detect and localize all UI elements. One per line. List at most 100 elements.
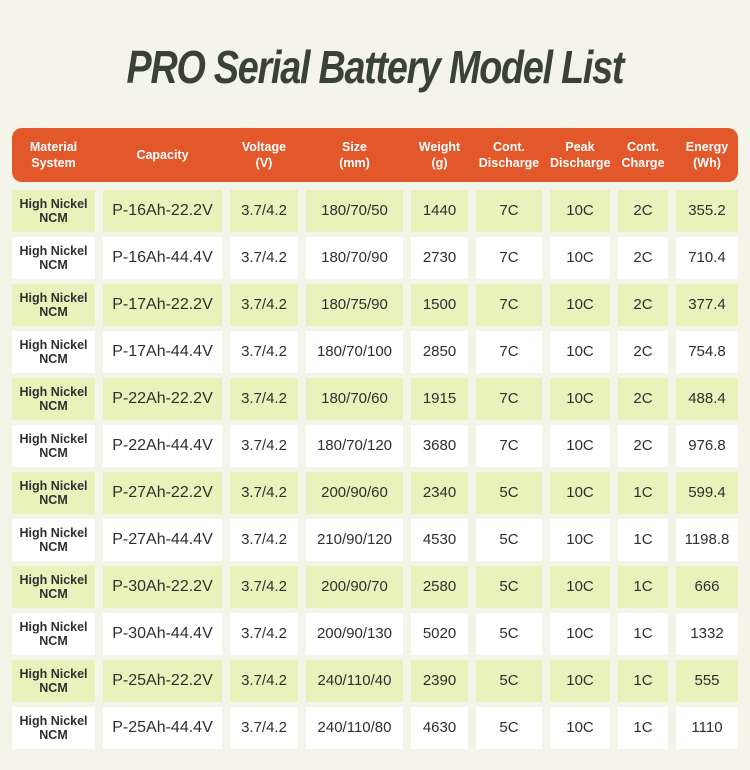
table-cell: 180/70/50: [306, 190, 403, 232]
table-cell: High Nickel NCM: [12, 472, 95, 514]
table-cell: 2730: [411, 237, 468, 279]
table-cell: 2580: [411, 566, 468, 608]
table-cell: 10C: [550, 190, 610, 232]
table-cell: 5C: [476, 613, 542, 655]
table-cell: High Nickel NCM: [12, 660, 95, 702]
table-cell: High Nickel NCM: [12, 378, 95, 420]
column-header: Capacity: [136, 147, 189, 162]
table-cell: 3.7/4.2: [230, 190, 298, 232]
table-cell: 1C: [618, 707, 668, 749]
table-cell: 2C: [618, 331, 668, 373]
table-cell: 180/70/120: [306, 425, 403, 467]
table-cell: 10C: [550, 660, 610, 702]
table-cell: P-17Ah-44.4V: [103, 331, 222, 373]
table-cell: P-25Ah-22.2V: [103, 660, 222, 702]
table-cell: 555: [676, 660, 738, 702]
column-header: Peak Discharge: [550, 139, 611, 170]
table-cell: 1110: [676, 707, 738, 749]
table-cell: High Nickel NCM: [12, 707, 95, 749]
table-cell: 5C: [476, 660, 542, 702]
table-cell: High Nickel NCM: [12, 566, 95, 608]
table-cell: 10C: [550, 237, 610, 279]
table-cell: 5020: [411, 613, 468, 655]
column-header: Weight (g): [418, 139, 461, 170]
table-cell: 7C: [476, 284, 542, 326]
table-cell: 180/70/90: [306, 237, 403, 279]
table-cell: 599.4: [676, 472, 738, 514]
table-cell: 3.7/4.2: [230, 519, 298, 561]
table-cell: 7C: [476, 237, 542, 279]
table-cell: 3.7/4.2: [230, 707, 298, 749]
table-cell: 3.7/4.2: [230, 425, 298, 467]
table-cell: 1198.8: [676, 519, 738, 561]
table-cell: 3680: [411, 425, 468, 467]
table-cell: 5C: [476, 707, 542, 749]
table-cell: 2C: [618, 190, 668, 232]
table-cell: 3.7/4.2: [230, 660, 298, 702]
table-cell: P-27Ah-22.2V: [103, 472, 222, 514]
table-cell: P-16Ah-44.4V: [103, 237, 222, 279]
table-cell: 5C: [476, 566, 542, 608]
table-cell: 3.7/4.2: [230, 566, 298, 608]
table-cell: 10C: [550, 519, 610, 561]
table-cell: 3.7/4.2: [230, 378, 298, 420]
page-title: PRO Serial Battery Model List: [126, 41, 625, 93]
column-header: Size (mm): [339, 139, 370, 170]
table-cell: 210/90/120: [306, 519, 403, 561]
table-cell: 1C: [618, 613, 668, 655]
table-cell: 10C: [550, 425, 610, 467]
table-cell: 2340: [411, 472, 468, 514]
table-cell: High Nickel NCM: [12, 613, 95, 655]
table-cell: 2C: [618, 284, 668, 326]
table-cell: 754.8: [676, 331, 738, 373]
table-cell: 4630: [411, 707, 468, 749]
title-section: PRO Serial Battery Model List: [0, 0, 750, 128]
table-cell: 377.4: [676, 284, 738, 326]
table-cell: 355.2: [676, 190, 738, 232]
table-cell: 5C: [476, 519, 542, 561]
table-cell: 10C: [550, 707, 610, 749]
table-cell: P-30Ah-44.4V: [103, 613, 222, 655]
battery-table-body: High Nickel NCM P-16Ah-22.2V 3.7/4.2 180/70…: [12, 190, 738, 749]
table-cell: High Nickel NCM: [12, 284, 95, 326]
table-cell: 2C: [618, 237, 668, 279]
table-cell: 666: [676, 566, 738, 608]
table-cell: 10C: [550, 566, 610, 608]
table-cell: 1332: [676, 613, 738, 655]
column-header: Energy (Wh): [685, 139, 729, 170]
column-header: Material System: [29, 139, 78, 170]
table-header-row: Material System Capacity Voltage (V) Size (…: [12, 128, 738, 182]
table-cell: 10C: [550, 284, 610, 326]
table-cell: 3.7/4.2: [230, 284, 298, 326]
table-cell: 710.4: [676, 237, 738, 279]
table-cell: 1C: [618, 472, 668, 514]
battery-model-table: Material System Capacity Voltage (V) Size (…: [12, 128, 738, 749]
table-cell: High Nickel NCM: [12, 190, 95, 232]
table-cell: 1C: [618, 660, 668, 702]
table-cell: 2C: [618, 425, 668, 467]
table-cell: 2850: [411, 331, 468, 373]
table-cell: 200/90/70: [306, 566, 403, 608]
table-cell: 200/90/130: [306, 613, 403, 655]
table-cell: High Nickel NCM: [12, 519, 95, 561]
table-cell: 976.8: [676, 425, 738, 467]
table-cell: P-30Ah-22.2V: [103, 566, 222, 608]
table-cell: 10C: [550, 472, 610, 514]
table-cell: P-25Ah-44.4V: [103, 707, 222, 749]
table-cell: 240/110/40: [306, 660, 403, 702]
table-cell: High Nickel NCM: [12, 425, 95, 467]
table-cell: P-16Ah-22.2V: [103, 190, 222, 232]
column-header: Voltage (V): [241, 139, 287, 170]
table-cell: 7C: [476, 378, 542, 420]
table-cell: 7C: [476, 425, 542, 467]
table-cell: 1C: [618, 519, 668, 561]
table-cell: P-17Ah-22.2V: [103, 284, 222, 326]
table-cell: 10C: [550, 331, 610, 373]
table-cell: 180/70/60: [306, 378, 403, 420]
table-cell: 5C: [476, 472, 542, 514]
table-cell: P-22Ah-44.4V: [103, 425, 222, 467]
table-cell: 200/90/60: [306, 472, 403, 514]
table-cell: 4530: [411, 519, 468, 561]
table-cell: 3.7/4.2: [230, 613, 298, 655]
